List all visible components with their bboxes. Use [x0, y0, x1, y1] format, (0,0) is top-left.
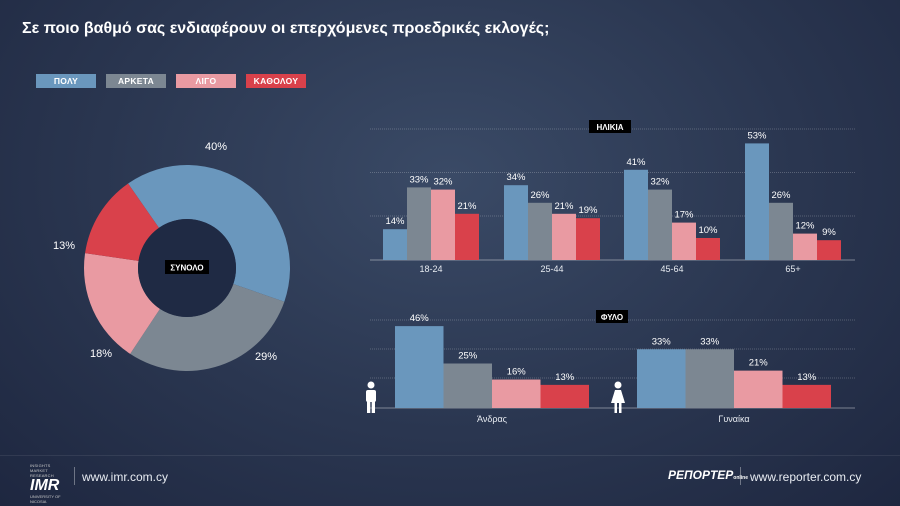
- legend-item-katholou: ΚΑΘΟΛΟΥ: [246, 74, 306, 88]
- bar: [395, 326, 444, 408]
- bar-value-label: 19%: [578, 205, 598, 216]
- legend: ΠΟΛΥ ΑΡΚΕΤΑ ΛΙΓΟ ΚΑΘΟΛΟΥ: [36, 74, 306, 88]
- donut-slice: [130, 284, 285, 371]
- female-icon-head: [614, 381, 622, 389]
- bar-value-label: 25%: [458, 351, 478, 362]
- bar-value-label: 53%: [747, 130, 767, 141]
- legend-item-poly: ΠΟΛΥ: [36, 74, 96, 88]
- category-label: Άνδρας: [477, 414, 508, 424]
- bar-value-label: 13%: [555, 372, 575, 383]
- category-label: Γυναίκα: [718, 414, 749, 424]
- bar: [637, 349, 686, 408]
- footer-divider: [0, 455, 900, 456]
- bar-value-label: 21%: [457, 201, 477, 212]
- bar: [672, 222, 696, 260]
- male-person-icon: [366, 381, 376, 413]
- bar: [431, 189, 455, 260]
- bar-value-label: 21%: [554, 201, 574, 212]
- bar-value-label: 26%: [530, 190, 550, 201]
- bar-value-label: 41%: [626, 157, 646, 168]
- bar: [817, 240, 841, 260]
- reporter-url-link[interactable]: www.reporter.com.cy: [750, 470, 862, 484]
- chart-title: Σε ποιο βαθμό σας ενδιαφέρουν οι επερχόμ…: [22, 20, 550, 37]
- bar-value-label: 13%: [797, 372, 817, 383]
- bar: [648, 189, 672, 260]
- donut-value-label: 18%: [90, 348, 112, 360]
- male-icon-leg: [371, 401, 375, 413]
- bar-value-label: 12%: [795, 221, 815, 232]
- donut-center-label: ΣΥΝΟΛΟ: [170, 264, 203, 273]
- bar: [696, 238, 720, 260]
- bar-value-label: 46%: [410, 313, 430, 324]
- panel-title-box: [596, 310, 628, 323]
- bar: [745, 143, 769, 260]
- category-label: 18-24: [419, 264, 442, 274]
- legend-item-ligo: ΛΙΓΟ: [176, 74, 236, 88]
- female-icon-dress: [611, 390, 625, 403]
- bar: [793, 233, 817, 260]
- bar-value-label: 16%: [507, 367, 527, 378]
- bar: [782, 384, 831, 408]
- donut-slice: [85, 183, 159, 261]
- bar: [685, 349, 734, 408]
- bar: [624, 169, 648, 260]
- footer-separator: [740, 467, 741, 485]
- category-label: 25-44: [540, 264, 563, 274]
- bar-value-label: 33%: [409, 174, 429, 185]
- bar: [734, 370, 783, 408]
- bar: [769, 202, 793, 260]
- female-icon-leg: [614, 403, 617, 413]
- bar-value-label: 9%: [822, 227, 836, 238]
- bar-value-label: 10%: [698, 225, 718, 236]
- bar: [492, 379, 541, 408]
- bar: [383, 229, 407, 260]
- bar-value-label: 21%: [749, 358, 769, 369]
- donut-slice: [128, 165, 290, 302]
- bar-value-label: 34%: [506, 172, 526, 183]
- male-icon-leg: [367, 401, 371, 413]
- donut-value-label: 13%: [53, 240, 75, 252]
- bar-value-label: 33%: [652, 336, 672, 347]
- bar: [407, 187, 431, 260]
- bar-value-label: 33%: [700, 336, 720, 347]
- female-icon-leg: [619, 403, 622, 413]
- bar: [504, 185, 528, 260]
- bar: [528, 202, 552, 260]
- male-icon-body: [366, 390, 376, 402]
- donut-center-box: [165, 260, 209, 274]
- imr-url-link[interactable]: www.imr.com.cy: [82, 470, 169, 484]
- donut-value-label: 29%: [255, 351, 277, 363]
- reporter-logo: ΡΕΠΟΡΤΕΡonline: [668, 468, 749, 482]
- imr-logo: INSIGHTS MARKET RESEARCH IMR UNIVERSITY …: [30, 463, 61, 504]
- female-person-icon: [611, 381, 625, 413]
- donut-slice: [84, 253, 160, 354]
- bar-value-label: 17%: [674, 210, 694, 221]
- bar-value-label: 26%: [771, 190, 791, 201]
- donut-value-label: 40%: [205, 141, 227, 153]
- panel-title: ΗΛΙΚΙΑ: [596, 123, 623, 132]
- bar-value-label: 14%: [385, 216, 405, 227]
- bar: [455, 213, 479, 260]
- panel-title: ΦΥΛΟ: [601, 313, 623, 322]
- legend-item-arketa: ΑΡΚΕΤΑ: [106, 74, 166, 88]
- bar: [443, 363, 492, 408]
- bar: [576, 218, 600, 260]
- footer-separator: [74, 467, 75, 485]
- bar-value-label: 32%: [433, 177, 453, 188]
- bar: [540, 384, 589, 408]
- male-icon-head: [367, 381, 375, 389]
- bar-value-label: 32%: [650, 177, 670, 188]
- category-label: 65+: [785, 264, 800, 274]
- category-label: 45-64: [660, 264, 683, 274]
- bar: [552, 213, 576, 260]
- panel-title-box: [589, 120, 631, 133]
